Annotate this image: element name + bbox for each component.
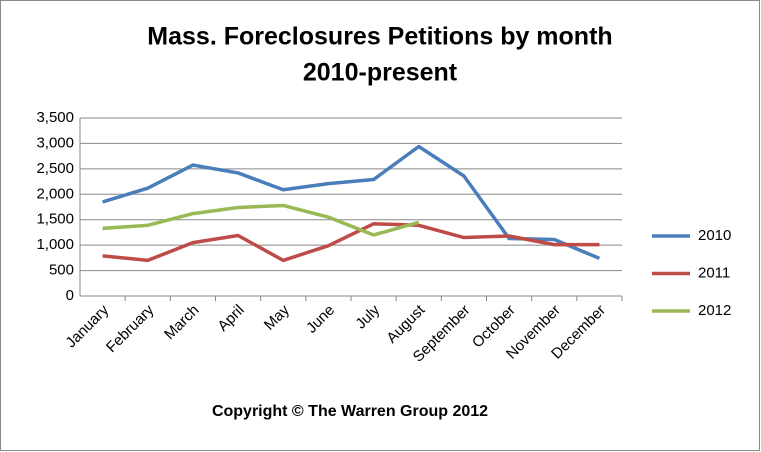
y-tick-label: 2,500 [36, 160, 74, 177]
y-tick-label: 1,500 [36, 211, 74, 228]
y-tick-label: 2,000 [36, 185, 74, 202]
legend-label: 2012 [698, 302, 731, 319]
chart-subtitle: 2010-present [303, 59, 458, 87]
series-line [102, 203, 420, 237]
y-tick-label: 0 [66, 287, 74, 304]
y-tick-label: 3,000 [36, 134, 74, 151]
annotation: Copyright © The Warren Group 2012 [212, 403, 488, 420]
chart-title: Mass. Foreclosures Petitions by month [147, 23, 612, 51]
y-tick-label: 500 [49, 262, 74, 279]
y-tick-label: 3,500 [36, 109, 74, 126]
y-tick-label: 1,000 [36, 236, 74, 253]
legend-label: 2010 [698, 227, 731, 244]
legend-label: 2011 [698, 264, 730, 281]
series-line [102, 222, 600, 263]
